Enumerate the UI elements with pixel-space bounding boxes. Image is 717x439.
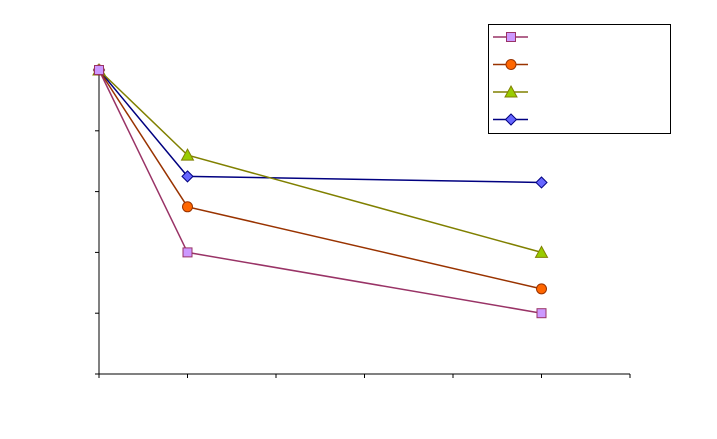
legend-marker bbox=[504, 84, 518, 98]
marker bbox=[536, 283, 547, 295]
marker bbox=[536, 308, 547, 319]
marker bbox=[181, 170, 194, 183]
legend-box bbox=[488, 24, 671, 134]
series-line bbox=[98, 69, 542, 184]
marker bbox=[182, 201, 193, 213]
legend-marker bbox=[504, 113, 518, 126]
marker bbox=[180, 148, 195, 161]
legend-marker bbox=[505, 59, 517, 70]
legend-marker bbox=[506, 32, 516, 42]
marker bbox=[535, 176, 548, 189]
marker bbox=[94, 65, 104, 75]
marker bbox=[182, 247, 193, 258]
marker bbox=[534, 245, 549, 258]
series-line bbox=[98, 69, 542, 254]
series-line bbox=[98, 69, 542, 290]
